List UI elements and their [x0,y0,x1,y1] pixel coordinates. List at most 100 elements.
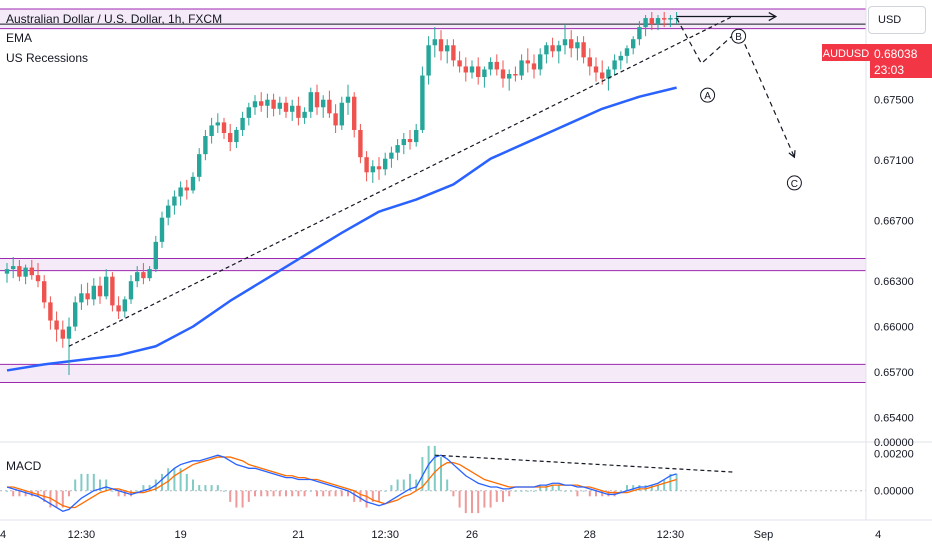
candle-102 [637,21,642,46]
macd-histogram-bar-75 [471,490,473,514]
horizontal-arrow-head [768,11,778,22]
macd-histogram-bar-34 [216,485,219,491]
macd-histogram-bar-100 [626,485,628,491]
candle-body [525,60,530,64]
candle-107 [668,15,673,28]
price-tick-label: 0.67100 [874,155,914,167]
macd-histogram-bar-105 [657,485,659,491]
candle-body [333,113,338,126]
macd-histogram-bar-80 [502,490,504,502]
candle-2 [17,260,22,282]
macd-histogram-bar-56 [353,490,356,502]
macd-histogram-bar-28 [179,468,182,491]
time-tick-label: 4 [875,529,881,541]
candle-body [612,60,617,70]
candle-46 [290,99,295,121]
candle-body [234,129,239,143]
candle-body [296,105,301,118]
candle-body [463,66,468,73]
macd-histogram-bar-46 [291,490,294,497]
macd-histogram-bar-23 [148,485,151,491]
candle-106 [662,12,667,28]
candle-body [581,42,586,58]
macd-histogram-bar-107 [669,473,672,491]
macd-histogram-bar-48 [303,490,306,497]
macd-histogram-bar-9 [61,490,64,508]
candle-6 [42,275,47,309]
wave-label-text: A [704,91,711,102]
candle-body [469,66,475,73]
candle-52 [327,90,332,118]
candle-body [457,60,462,67]
candle-body [147,269,152,279]
candle-40 [252,95,258,115]
wave-label-circle [700,87,716,103]
candle-4 [29,260,34,280]
candle-body [128,281,134,300]
candle-body [482,69,487,78]
macd-histogram-bar-53 [334,490,337,497]
time-tick-label: 4 [0,529,6,541]
ema-legend[interactable]: EMA [6,31,32,45]
macd-histogram-bar-29 [185,473,188,491]
macd-histogram-bar-86 [539,485,542,491]
candle-35 [221,117,227,140]
price-tick-label: 0.66000 [874,322,914,334]
candle-body [507,74,512,79]
candle-65 [407,129,413,150]
candle-body [122,299,127,312]
candle-body [153,241,158,270]
zone-1-fill [0,258,866,271]
wave-label-text: B [735,32,742,43]
candle-60 [376,157,382,180]
macd-histogram-bar-35 [223,490,225,492]
macd-histogram-bar-1 [12,490,15,497]
macd-histogram-bar-40 [254,490,256,497]
candle-39 [246,102,251,126]
candle-3 [23,264,28,285]
macd-legend[interactable]: MACD [6,459,42,473]
macd-histogram-bar-58 [365,490,368,508]
time-tick-label: 12:30 [657,529,685,541]
candle-41 [259,92,264,112]
macd-histogram-bar-89 [557,485,560,491]
macd-histogram-bar-77 [483,490,486,508]
currency-button[interactable]: USD [868,6,926,34]
candle-body [190,176,196,191]
price-tag: AUDUSD 0.68038 23:03 [822,44,932,78]
candle-103 [643,15,648,37]
macd-histogram-bar-81 [508,490,511,497]
wave-label-circle [786,175,802,191]
macd-histogram-bar-59 [371,490,374,502]
candle-body [426,45,431,76]
macd-histogram-bar-84 [526,490,529,492]
candle-75 [469,60,475,79]
candle-body [407,139,413,143]
candle-99 [618,51,623,70]
macd-histogram-bar-47 [297,490,300,497]
candles-layer [4,12,679,375]
candle-33 [209,117,214,144]
macd-histogram-bar-82 [514,490,517,492]
macd-histogram-bar-90 [564,490,566,492]
candle-body [283,102,289,112]
wave-arrowhead [788,150,796,159]
candle-body [203,136,208,155]
candle-body [110,276,115,306]
candle-body [519,60,524,76]
candle-body [215,122,220,126]
candle-54 [339,96,344,130]
recessions-legend[interactable]: US Recessions [6,51,88,65]
candle-26 [166,199,171,226]
candle-64 [401,132,406,155]
candle-16 [104,269,109,300]
macd-histogram-bar-106 [663,479,666,491]
candle-body [631,39,636,49]
macd-histogram-bar-16 [105,479,108,491]
macd-histogram-bar-69 [433,445,436,491]
time-tick-label: 12:30 [68,529,96,541]
candle-body [116,305,121,312]
macd-histogram-bar-12 [80,473,83,491]
